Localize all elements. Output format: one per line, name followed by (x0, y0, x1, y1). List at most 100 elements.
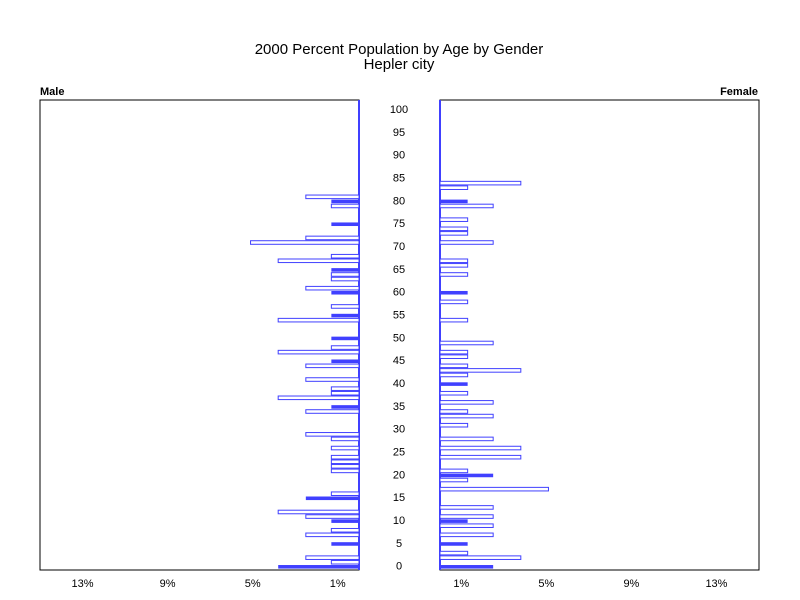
series-label: Male (40, 86, 64, 98)
age-tick-label: 35 (393, 401, 405, 413)
bar (439, 299, 469, 305)
age-tick-label: 30 (393, 424, 405, 436)
bar (440, 473, 494, 478)
bar (331, 359, 359, 364)
bar (330, 253, 360, 259)
bar (439, 486, 549, 492)
bar (440, 290, 468, 295)
bar (440, 199, 468, 204)
age-tick-label: 0 (396, 561, 402, 573)
bar (439, 413, 494, 419)
bar (331, 542, 359, 546)
bar (305, 409, 360, 414)
bar (439, 231, 469, 236)
age-tick-label: 10 (393, 515, 405, 527)
bar (439, 340, 494, 346)
bar (330, 468, 360, 474)
bar (330, 436, 360, 442)
age-tick-label: 45 (393, 355, 405, 367)
bar (330, 559, 360, 565)
bar (277, 509, 360, 515)
bar (305, 496, 359, 501)
bar (305, 377, 360, 382)
age-tick-label: 55 (393, 309, 405, 321)
bar (439, 258, 469, 264)
bar (439, 226, 469, 232)
bar (439, 550, 469, 556)
bar (305, 514, 360, 519)
bar (439, 523, 494, 528)
age-tick-label: 100 (390, 104, 408, 116)
bar (439, 422, 469, 428)
x-tick-label: 13% (705, 578, 727, 590)
bar (439, 180, 522, 186)
age-tick-label: 15 (393, 492, 405, 504)
age-tick-label: 65 (393, 264, 405, 276)
x-tick-label: 1% (453, 578, 469, 590)
bar (330, 464, 360, 469)
age-tick-label: 60 (393, 287, 405, 299)
chart-title: 2000 Percent Population by Age by Gender (255, 41, 544, 58)
bar (330, 386, 360, 391)
bar (439, 445, 522, 451)
bar (277, 395, 360, 401)
age-tick-label: 90 (393, 150, 405, 162)
x-tick-label: 1% (330, 578, 346, 590)
bar (439, 400, 494, 405)
bar (250, 240, 360, 245)
bar (277, 349, 360, 355)
x-tick-label: 9% (160, 578, 176, 590)
bar (330, 459, 360, 465)
bar (439, 217, 469, 222)
bar (331, 290, 359, 295)
bar (439, 349, 469, 355)
bar (439, 468, 469, 474)
bar (331, 199, 359, 204)
bar (439, 390, 469, 396)
bar (305, 555, 360, 560)
bar (439, 555, 522, 560)
age-tick-label: 5 (396, 538, 402, 550)
bar (439, 240, 494, 245)
bar (439, 505, 494, 510)
bar (439, 514, 494, 519)
bar (331, 405, 359, 409)
bar (439, 203, 494, 209)
bar (305, 285, 360, 291)
bar (439, 532, 494, 538)
bar (439, 363, 469, 369)
age-tick-label: 25 (393, 447, 405, 459)
x-tick-label: 13% (72, 578, 94, 590)
bar (330, 272, 360, 277)
bar (439, 317, 469, 323)
bar (330, 345, 360, 350)
series-label: Female (720, 86, 758, 98)
bar (305, 432, 360, 437)
bar (440, 542, 468, 546)
bar (330, 390, 360, 396)
bar (330, 445, 360, 451)
age-tick-label: 75 (393, 218, 405, 230)
bar (331, 336, 359, 341)
bar (439, 436, 494, 442)
bar (330, 527, 360, 533)
bar (331, 313, 359, 318)
bar (440, 565, 494, 569)
bar (278, 565, 359, 569)
bar (439, 372, 469, 378)
x-tick-label: 5% (245, 578, 261, 590)
bar (277, 317, 360, 323)
bar (439, 272, 469, 277)
bar (305, 235, 360, 241)
bar (330, 203, 360, 209)
age-tick-label: 80 (393, 195, 405, 207)
bar (439, 454, 522, 460)
bar (440, 519, 468, 523)
bar (439, 477, 469, 483)
age-tick-label: 85 (393, 172, 405, 184)
bar (439, 263, 469, 268)
bar (439, 409, 469, 414)
bar (305, 194, 360, 200)
